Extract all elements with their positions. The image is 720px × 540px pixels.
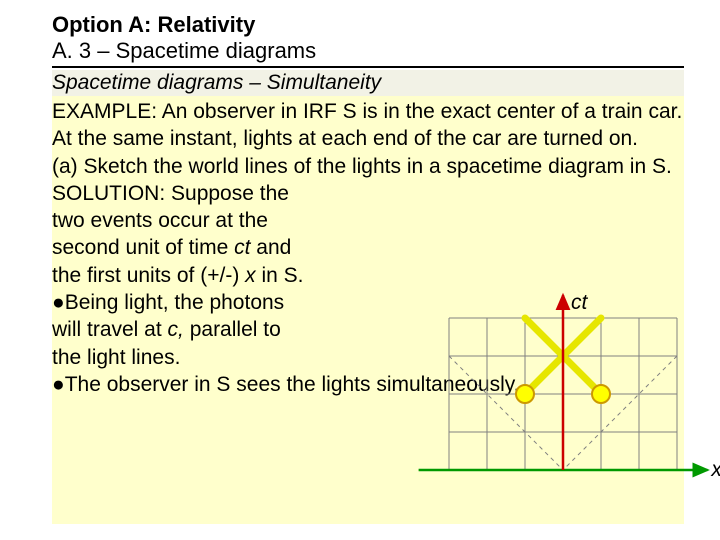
example-text: EXAMPLE: An observer in IRF S is in the … [52,98,684,153]
sol-2: two events occur at the [52,207,684,234]
title-bold: Option A: Relativity [52,12,684,38]
part-a: (a) Sketch the world lines of the lights… [52,153,684,180]
diagram-svg [408,280,718,510]
sol-3b: and [250,236,291,259]
title-sub: A. 3 – Spacetime diagrams [52,38,684,64]
b1b: will travel at [52,318,168,341]
sol-3: second unit of time ct and [52,234,684,261]
slide: Option A: Relativity A. 3 – Spacetime di… [0,0,720,540]
b1b-tail: parallel to [184,318,281,341]
spacetime-diagram: ct x [408,280,718,510]
bullet-dot-icon: ● [52,373,65,396]
sol-3a: second unit of time [52,236,234,259]
bullet-dot-icon: ● [52,291,65,314]
sol-4-x: x [245,264,256,287]
sol-4b: in S. [256,264,304,287]
sol-1: SOLUTION: Suppose the [52,180,684,207]
header: Option A: Relativity A. 3 – Spacetime di… [52,12,684,68]
b1b-c: c, [168,318,184,341]
sol-3-ct: ct [234,236,250,259]
subtitle-bar: Spacetime diagrams – Simultaneity [52,70,684,96]
ct-axis-label: ct [571,289,587,316]
content: EXAMPLE: An observer in IRF S is in the … [52,96,684,524]
x-axis-label: x [711,456,720,483]
b1a: Being light, the photons [65,291,285,314]
sol-4a: the first units of (+/-) [52,264,245,287]
